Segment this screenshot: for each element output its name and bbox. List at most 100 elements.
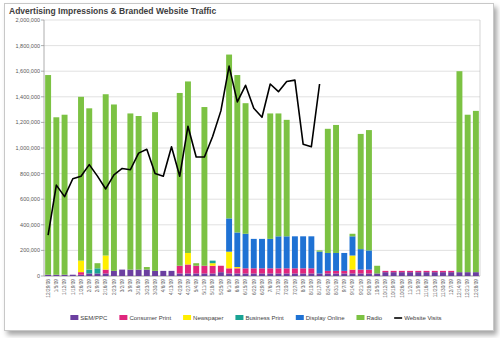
x-tick-label: 2/16/09 [103,279,108,295]
bar [432,272,438,276]
bar [341,271,347,274]
x-tick-label: 11/16/09 [424,279,429,298]
bar [341,252,347,253]
x-tick-label: 4/6/09 [161,279,166,293]
legend-swatch [394,317,402,319]
bar [317,252,323,274]
bar [169,270,175,271]
x-tick-label: 4/13/09 [169,279,174,295]
bar [432,271,438,272]
bar [53,275,59,276]
y-tick-label: 0 [37,273,40,279]
bar [317,273,323,276]
bar [382,270,388,271]
bar [243,103,249,234]
y-tick [41,199,44,200]
grid-line [44,20,480,21]
bar [440,270,446,271]
bar [440,270,446,271]
legend-item: Display Online [296,315,345,321]
bar [424,270,430,271]
x-tick-label: 5/18/09 [210,279,215,295]
bar [210,260,216,261]
bar [366,273,372,276]
y-tick [41,173,44,174]
bar [350,270,356,274]
bar [218,265,224,266]
title: Advertising Impressions & Branded Websit… [9,6,216,16]
bar [300,273,306,276]
bar [226,252,232,269]
bar [234,268,240,273]
bar [415,270,421,271]
bar [333,253,339,271]
bar [407,270,413,271]
x-tick-label: 10/5/09 [375,279,380,295]
bar [407,270,413,271]
bar [70,274,76,275]
bar [160,270,166,271]
legend-label: Radio [366,315,382,321]
bar [259,273,265,276]
bar [382,270,388,271]
bar [374,273,380,276]
bar [111,104,117,270]
bar [424,271,430,272]
bar [119,270,125,276]
bar [448,270,454,271]
bar [341,253,347,271]
bar [399,271,405,272]
bar [308,236,314,237]
bar [160,271,166,276]
bar [432,270,438,271]
bar [62,275,68,276]
y-tick-label: 1,400,000 [16,94,40,100]
bar [374,266,380,274]
bar [325,273,331,276]
bar [341,273,347,276]
bar [160,270,166,271]
grid-line [44,45,480,46]
legend-swatch [296,315,304,320]
x-tick-label: 8/17/09 [317,279,322,295]
y-axis [44,20,45,276]
x-tick-label: 11/2/09 [408,279,413,295]
bar [448,270,454,271]
bar [169,270,175,271]
bar [267,273,273,276]
y-tick-label: 400,000 [20,222,40,228]
bar [284,268,290,273]
bar [78,272,84,275]
bar [243,273,249,276]
x-tick-label: 12/7/09 [449,279,454,295]
bar [70,275,76,276]
bar [407,270,413,271]
x-tick-label: 12/21/09 [465,279,470,298]
bar [267,239,273,268]
bar [160,270,166,271]
bar [333,125,339,253]
bar [218,272,224,276]
bar [226,268,232,273]
bar [440,271,446,272]
y-tick [41,148,44,149]
x-tick-label: 1/5/09 [54,279,59,293]
bar [391,270,397,271]
bar [267,268,273,273]
legend-item: Business Print [235,315,284,321]
bar [136,270,142,276]
bar [78,275,84,276]
bar [292,236,298,268]
bar [193,263,199,266]
x-tick-label: 9/28/09 [367,279,372,295]
bar [243,268,249,273]
bar [144,267,150,270]
legend-item: Radio [356,315,382,321]
bar [152,112,158,271]
bar [70,274,76,275]
bar [218,265,224,266]
bar [424,270,430,271]
bar [350,236,356,255]
legend-item: Website Visits [394,315,441,321]
bar [78,97,84,261]
